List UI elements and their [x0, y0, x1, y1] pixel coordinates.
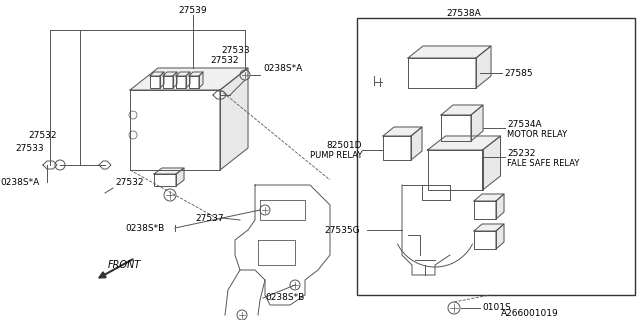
- Polygon shape: [154, 174, 176, 186]
- Polygon shape: [186, 72, 190, 88]
- Text: 27537: 27537: [195, 213, 223, 222]
- Text: 0238S*A: 0238S*A: [263, 63, 302, 73]
- Text: 27538A: 27538A: [447, 9, 481, 18]
- Polygon shape: [189, 76, 199, 88]
- Polygon shape: [199, 72, 203, 88]
- Polygon shape: [176, 168, 184, 186]
- Text: MOTOR RELAY: MOTOR RELAY: [507, 130, 567, 139]
- Polygon shape: [383, 127, 422, 136]
- Polygon shape: [411, 127, 422, 160]
- Polygon shape: [474, 194, 504, 201]
- Polygon shape: [408, 58, 476, 88]
- Polygon shape: [163, 76, 173, 88]
- Text: FALE SAFE RELAY: FALE SAFE RELAY: [507, 158, 579, 167]
- Polygon shape: [160, 72, 164, 88]
- Polygon shape: [474, 201, 496, 219]
- Polygon shape: [474, 224, 504, 231]
- Text: 27539: 27539: [179, 5, 207, 14]
- Polygon shape: [428, 136, 500, 150]
- Polygon shape: [476, 46, 491, 88]
- Text: 0238S*B: 0238S*B: [125, 223, 164, 233]
- Polygon shape: [496, 194, 504, 219]
- Bar: [357, 18, 635, 295]
- Polygon shape: [176, 76, 186, 88]
- Polygon shape: [130, 68, 248, 90]
- Polygon shape: [428, 150, 483, 190]
- Polygon shape: [189, 72, 203, 76]
- Polygon shape: [150, 76, 160, 88]
- Polygon shape: [176, 72, 190, 76]
- Text: 27585: 27585: [504, 68, 532, 77]
- Text: 0101S: 0101S: [482, 303, 511, 313]
- Text: 82501D: 82501D: [326, 140, 362, 149]
- Polygon shape: [441, 115, 471, 141]
- Text: 25232: 25232: [507, 148, 536, 157]
- Text: 0238S*B: 0238S*B: [265, 293, 304, 302]
- Polygon shape: [441, 105, 483, 115]
- Text: 27533: 27533: [221, 45, 250, 54]
- Text: 27534A: 27534A: [507, 119, 541, 129]
- Text: PUMP RELAY: PUMP RELAY: [310, 150, 362, 159]
- Polygon shape: [220, 68, 248, 170]
- Polygon shape: [163, 72, 177, 76]
- Text: FRONT: FRONT: [108, 260, 141, 270]
- Polygon shape: [408, 46, 491, 58]
- Polygon shape: [474, 231, 496, 249]
- Text: 27533: 27533: [15, 143, 44, 153]
- Polygon shape: [130, 90, 220, 170]
- Text: A266001019: A266001019: [501, 308, 559, 317]
- Text: 27532: 27532: [210, 55, 239, 65]
- Polygon shape: [471, 105, 483, 141]
- Polygon shape: [483, 136, 500, 190]
- Text: 0238S*A: 0238S*A: [0, 178, 39, 187]
- Polygon shape: [173, 72, 177, 88]
- Polygon shape: [150, 72, 164, 76]
- Text: 27532: 27532: [28, 131, 56, 140]
- Polygon shape: [154, 168, 184, 174]
- Polygon shape: [383, 136, 411, 160]
- Text: 27535G: 27535G: [324, 226, 360, 235]
- Polygon shape: [496, 224, 504, 249]
- Text: 27532: 27532: [115, 178, 143, 187]
